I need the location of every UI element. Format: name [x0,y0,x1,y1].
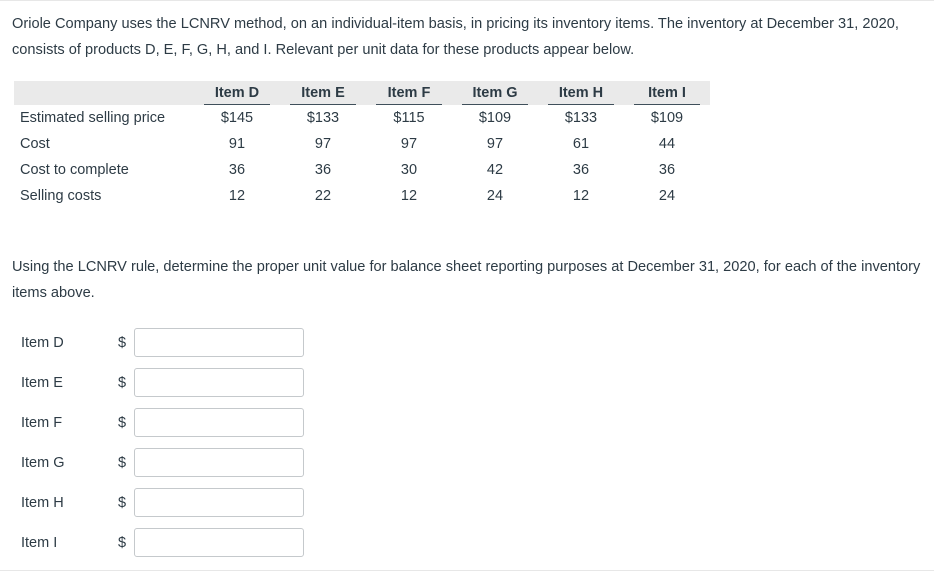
table-cell: $109 [650,109,684,126]
answer-input-item-i[interactable] [134,528,305,557]
answer-label: Item I [21,534,58,551]
table-cell: $145 [220,109,254,126]
column-header-item-h: Item H [538,81,624,105]
answer-input-item-e[interactable] [134,368,305,397]
table-cell: 61 [572,135,590,152]
answer-row-item-i: Item I $ [21,528,922,557]
answer-input-item-f[interactable] [134,408,305,437]
row-label: Cost to complete [20,161,129,178]
dollar-sign: $ [118,454,127,471]
column-header-label: Item D [204,81,270,105]
column-header-item-f: Item F [366,81,452,105]
answer-label: Item G [21,454,65,471]
answer-input-item-h[interactable] [134,488,305,517]
table-cell: 97 [314,135,332,152]
column-header-label: Item E [290,81,356,105]
table-cell: $133 [564,109,598,126]
answer-row-item-f: Item F $ [21,408,922,437]
answer-label: Item H [21,494,64,511]
table-cell: 44 [658,135,676,152]
table-corner-cell [14,81,194,105]
answer-row-item-d: Item D $ [21,328,922,357]
table-cell: 36 [572,161,590,178]
column-header-label: Item I [634,81,700,105]
column-header-item-e: Item E [280,81,366,105]
table-row-selling-costs: Selling costs 12 22 12 24 12 24 [14,183,710,209]
table-cell: 91 [228,135,246,152]
answer-label: Item F [21,414,63,431]
problem-statement: Oriole Company uses the LCNRV method, on… [12,16,899,58]
table-cell: 12 [572,187,590,204]
answer-label: Item D [21,334,64,351]
column-header-item-d: Item D [194,81,280,105]
answer-input-item-g[interactable] [134,448,305,477]
table-cell: 97 [486,135,504,152]
table-cell: 36 [658,161,676,178]
table-row-estimated-selling-price: Estimated selling price $145 $133 $115 $… [14,105,710,131]
instruction-text: Using the LCNRV rule, determine the prop… [12,259,921,301]
column-header-label: Item F [376,81,442,105]
table-cell: 22 [314,187,332,204]
table-cell: $115 [393,109,425,126]
dollar-sign: $ [118,534,127,551]
table-cell: 36 [228,161,246,178]
column-header-item-g: Item G [452,81,538,105]
table-cell: 30 [400,161,418,178]
table-cell: 12 [400,187,418,204]
row-label: Selling costs [20,187,102,204]
table-cell: 36 [314,161,332,178]
dollar-sign: $ [118,414,127,431]
column-header-label: Item G [462,81,528,105]
answer-row-item-g: Item G $ [21,448,922,477]
answer-input-item-d[interactable] [134,328,305,357]
table-cell: 97 [400,135,418,152]
answer-label: Item E [21,374,63,391]
table-cell: 24 [658,187,676,204]
table-header-row: Item D Item E Item F Item G Item H Item … [14,81,710,105]
table-row-cost-to-complete: Cost to complete 36 36 30 42 36 36 [14,157,710,183]
table-cell: $133 [306,109,340,126]
table-cell: $109 [478,109,512,126]
answer-section: Item D $ Item E $ Item F $ Item G $ Item… [12,328,922,557]
column-header-label: Item H [548,81,614,105]
assignment-page: Oriole Company uses the LCNRV method, on… [0,12,934,557]
table-cell: 12 [228,187,246,204]
answer-row-item-e: Item E $ [21,368,922,397]
inventory-data-table: Item D Item E Item F Item G Item H Item … [14,81,710,209]
dollar-sign: $ [118,494,127,511]
row-label: Estimated selling price [20,109,166,126]
dollar-sign: $ [118,334,127,351]
dollar-sign: $ [118,374,127,391]
table-row-cost: Cost 91 97 97 97 61 44 [14,131,710,157]
answer-row-item-h: Item H $ [21,488,922,517]
table-cell: 42 [486,161,504,178]
table-cell: 24 [486,187,504,204]
column-header-item-i: Item I [624,81,710,105]
row-label: Cost [20,135,50,152]
